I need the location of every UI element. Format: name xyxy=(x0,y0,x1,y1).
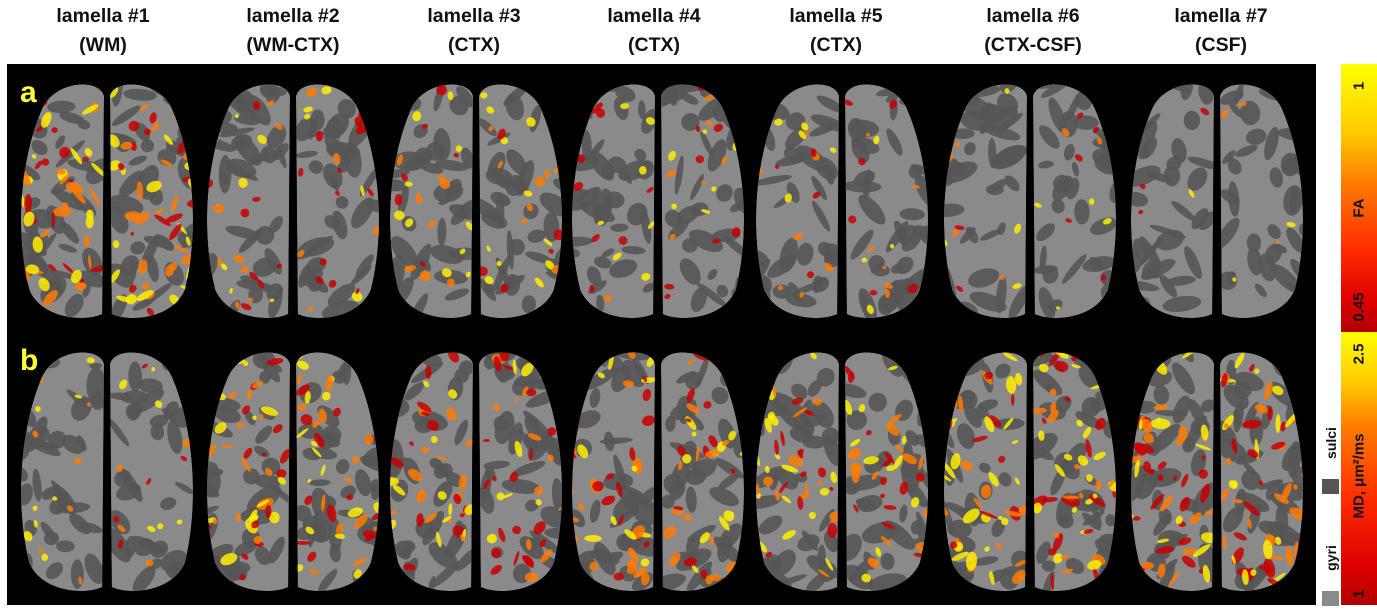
brain-rendering-2 xyxy=(207,352,379,592)
md-brain-renderings xyxy=(21,352,1303,592)
column-header-6: lamella #6 (CTX-CSF) xyxy=(984,5,1082,56)
panel-b-md-maps: b xyxy=(7,332,1316,605)
fa-colorbar-min: 0.45 xyxy=(1350,292,1368,322)
md-colorbar-max: 2.5 xyxy=(1350,343,1368,365)
md-colorbar: 2.5 MD, μm²/ms 1 xyxy=(1341,332,1377,605)
brain-rendering-3 xyxy=(390,352,562,592)
md-colorbar-title: MD, μm²/ms xyxy=(1350,433,1368,519)
brain-rendering-2 xyxy=(207,84,379,319)
column-header-5: lamella #5 (CTX) xyxy=(789,5,883,56)
md-colorbar-min: 1 xyxy=(1350,589,1368,599)
sulci-swatch xyxy=(1322,479,1339,494)
fa-colorbar-title: FA xyxy=(1350,198,1368,218)
brain-rendering-3 xyxy=(390,84,562,319)
brain-rendering-4 xyxy=(572,84,744,319)
panel-label-a: a xyxy=(20,76,37,109)
gyri-legend-label: gyri xyxy=(1323,545,1339,571)
sulci-legend-label: sulci xyxy=(1323,427,1339,459)
fa-colorbar-max: 1 xyxy=(1350,81,1368,91)
column-header-3: lamella #3 (CTX) xyxy=(427,5,521,56)
column-header-2: lamella #2 (WM-CTX) xyxy=(246,5,340,56)
brain-rendering-7 xyxy=(1131,84,1303,319)
column-header-1: lamella #1 (WM) xyxy=(56,5,150,56)
column-headers: lamella #1 (WM) lamella #2 (WM-CTX) lame… xyxy=(0,0,1377,64)
gyri-swatch xyxy=(1322,591,1339,606)
column-header-4: lamella #4 (CTX) xyxy=(607,5,701,56)
brain-rendering-5 xyxy=(756,352,928,592)
column-header-7: lamella #7 (CSF) xyxy=(1174,5,1268,56)
fa-colorbar: 1 FA 0.45 xyxy=(1341,64,1377,332)
brain-rendering-6 xyxy=(944,352,1116,592)
brain-rendering-5 xyxy=(756,84,928,319)
fa-brain-renderings xyxy=(21,84,1303,319)
brain-rendering-7 xyxy=(1131,352,1303,592)
panel-a-fa-maps: a xyxy=(7,64,1316,332)
panel-label-b: b xyxy=(20,344,39,377)
brain-rendering-1 xyxy=(21,84,193,319)
brain-rendering-4 xyxy=(572,352,744,592)
brain-rendering-6 xyxy=(944,84,1116,319)
